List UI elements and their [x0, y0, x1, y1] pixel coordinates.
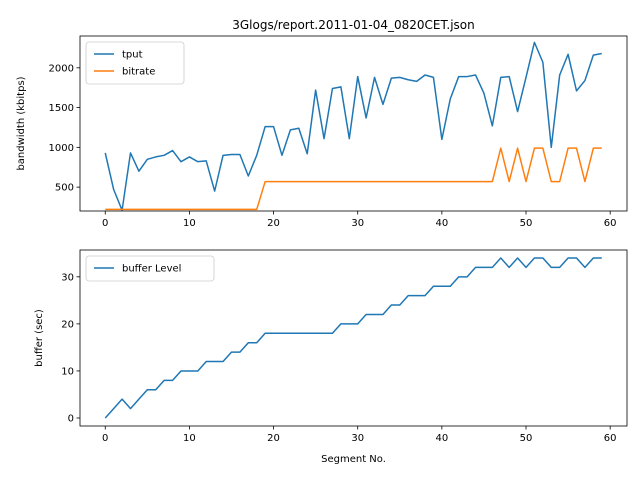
- series-line-tput: [104, 41, 602, 211]
- plot-frame: [79, 35, 628, 212]
- y-tick-label: 1000: [49, 143, 74, 154]
- x-tick-label: 60: [604, 433, 617, 444]
- x-tick-label: 10: [183, 433, 196, 444]
- legend-label-tput: tput: [122, 50, 143, 61]
- legend-label-buffer-level: buffer Level: [122, 264, 181, 275]
- x-tick-label: 20: [267, 433, 280, 444]
- x-tick-label: 0: [102, 218, 108, 229]
- chart-title: 3Glogs/report.2011-01-04_0820CET.json: [232, 18, 474, 32]
- y-tick-label: 10: [61, 366, 74, 377]
- x-tick-label: 60: [604, 218, 617, 229]
- x-axis-label: Segment No.: [321, 454, 386, 465]
- y-tick-label: 1500: [49, 103, 74, 114]
- x-tick-label: 40: [435, 218, 448, 229]
- x-tick-label: 30: [351, 433, 364, 444]
- buffer-subplot: 0 10 20 30 40 50 60 0 10 20 30 buffer Level: [61, 249, 628, 444]
- x-tick-label: 40: [435, 433, 448, 444]
- x-tick-label: 30: [351, 218, 364, 229]
- x-tick-label: 50: [520, 433, 533, 444]
- x-tick-label: 10: [183, 218, 196, 229]
- y-axis-label-bandwidth: bandwidth (kbitps): [16, 76, 27, 170]
- legend-box: [85, 255, 215, 282]
- y-tick-label: 500: [55, 183, 74, 194]
- y-tick-label: 2000: [49, 63, 74, 74]
- bandwidth-subplot: 0 10 20 30 40 50 60 500 1000 1500 2000 tput bitrate: [49, 35, 628, 229]
- y-axis-label-buffer: buffer (sec): [34, 309, 45, 367]
- x-tick-label: 50: [520, 218, 533, 229]
- y-tick-label: 20: [61, 319, 74, 330]
- y-tick-label: 30: [61, 272, 74, 283]
- series-line-buffer-level: [104, 257, 602, 419]
- y-tick-label: 0: [68, 414, 74, 425]
- series-line-bitrate: [105, 147, 602, 211]
- legend-label-bitrate: bitrate: [122, 67, 155, 78]
- x-tick-label: 0: [102, 433, 108, 444]
- plot-frame: [79, 249, 628, 427]
- legend-box: [85, 41, 185, 85]
- x-tick-label: 20: [267, 218, 280, 229]
